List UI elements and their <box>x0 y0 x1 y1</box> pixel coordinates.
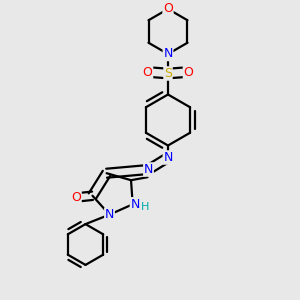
Text: H: H <box>141 202 149 212</box>
Text: S: S <box>164 67 172 80</box>
Text: O: O <box>163 2 173 16</box>
Text: O: O <box>184 65 193 79</box>
Text: O: O <box>71 191 81 204</box>
Text: N: N <box>144 163 153 176</box>
Text: N: N <box>130 198 140 211</box>
Text: N: N <box>105 208 114 221</box>
Text: N: N <box>163 151 173 164</box>
Text: O: O <box>143 65 152 79</box>
Text: N: N <box>163 47 173 61</box>
